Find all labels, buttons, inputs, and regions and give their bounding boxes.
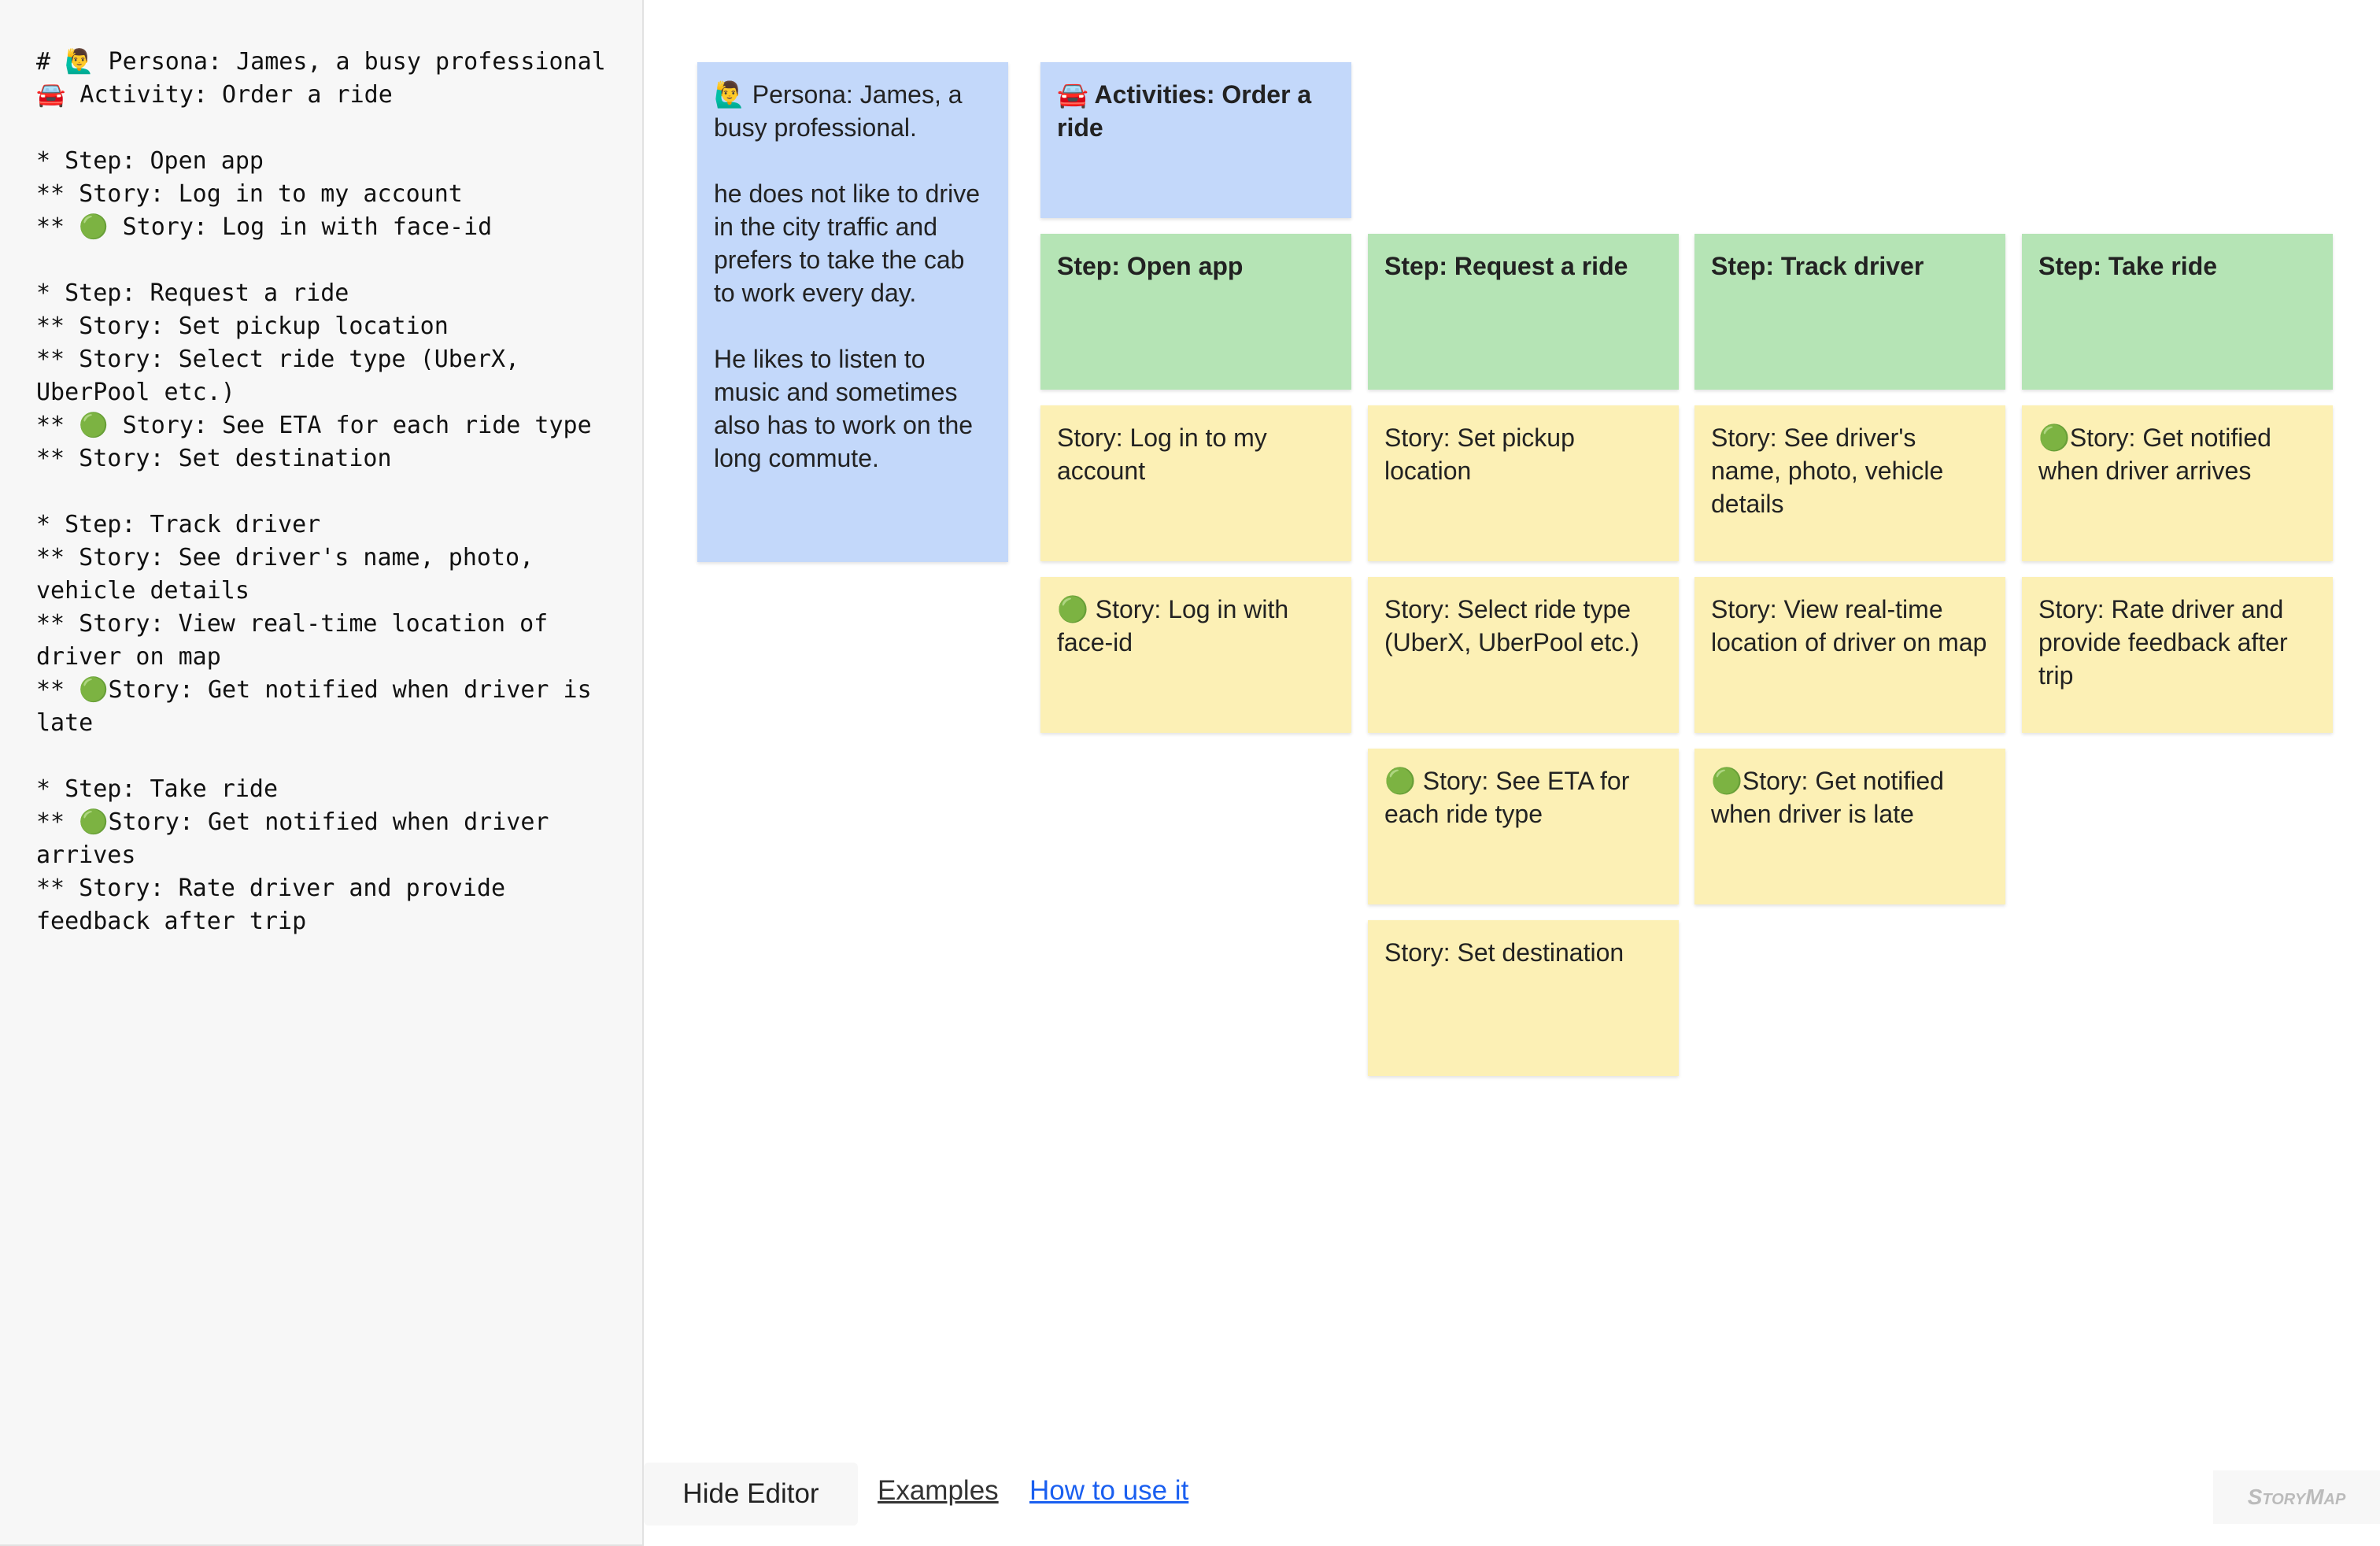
step-card: Step: Request a ride <box>1368 234 1679 390</box>
story-card: 🟢Story: Get notified when driver arrives <box>2022 405 2333 561</box>
storymap-logo: StoryMap <box>2213 1470 2380 1524</box>
markdown-editor[interactable]: # 🙋‍♂️ Persona: James, a busy profession… <box>0 0 644 1546</box>
step-card: Step: Open app <box>1040 234 1351 390</box>
story-card: Story: Rate driver and provide feedback … <box>2022 577 2333 733</box>
story-card: 🟢Story: Get notified when driver is late <box>1694 749 2005 904</box>
story-card: 🟢 Story: Log in with face-id <box>1040 577 1351 733</box>
story-card: 🟢 Story: See ETA for each ride type <box>1368 749 1679 904</box>
step-card: Step: Take ride <box>2022 234 2333 390</box>
examples-link[interactable]: Examples <box>878 1475 999 1506</box>
story-card: Story: Set pickup location <box>1368 405 1679 561</box>
story-card: Story: View real-time location of driver… <box>1694 577 2005 733</box>
story-card: Story: Set destination <box>1368 920 1679 1076</box>
hide-editor-button[interactable]: Hide Editor <box>644 1463 858 1526</box>
story-card: Story: Log in to my account <box>1040 405 1351 561</box>
how-to-use-link[interactable]: How to use it <box>1029 1475 1189 1506</box>
activity-card: 🚘 Activities: Order a ride <box>1040 62 1351 218</box>
persona-card: 🙋‍♂️ Persona: James, a busy professional… <box>697 62 1008 562</box>
editor-textarea[interactable]: # 🙋‍♂️ Persona: James, a busy profession… <box>36 48 606 935</box>
story-card: Story: See driver's name, photo, vehicle… <box>1694 405 2005 561</box>
story-card: Story: Select ride type (UberX, UberPool… <box>1368 577 1679 733</box>
step-card: Step: Track driver <box>1694 234 2005 390</box>
